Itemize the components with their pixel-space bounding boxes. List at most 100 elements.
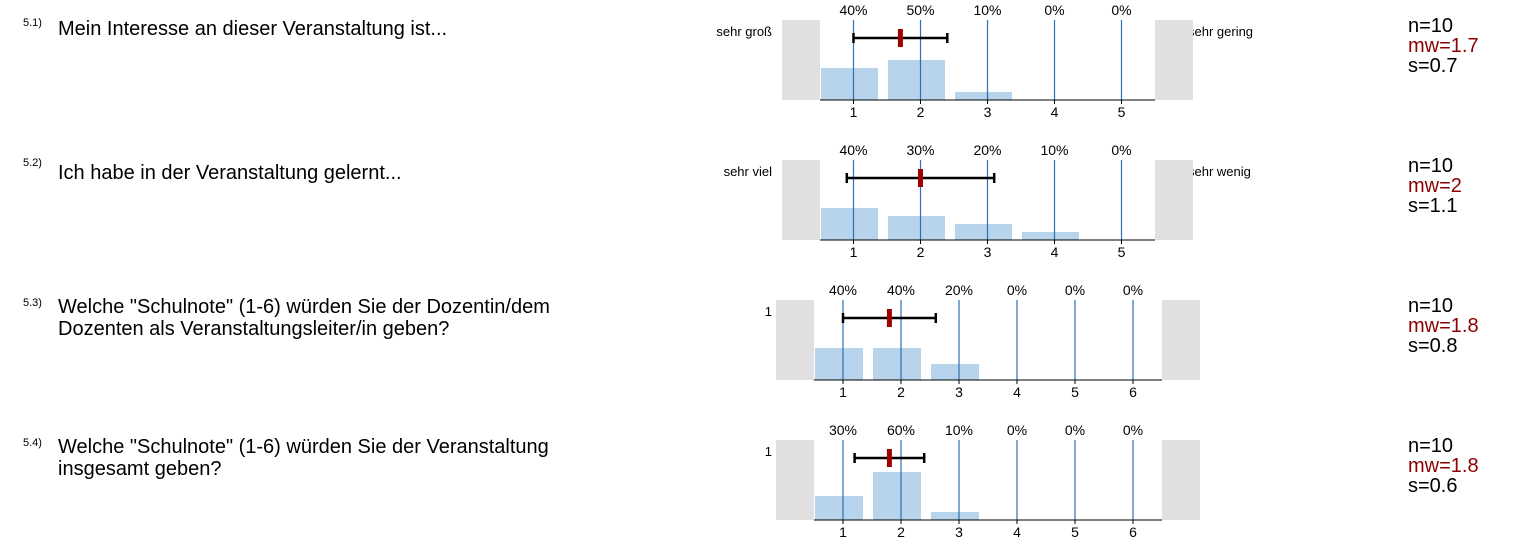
mean-marker [897, 29, 903, 47]
stat-mean: mw=1.8 [1408, 455, 1479, 477]
percent-label: 20% [973, 142, 1001, 158]
bar [821, 68, 878, 100]
right-scale-box [1162, 300, 1200, 380]
x-tick-label: 3 [984, 104, 992, 120]
stats-block: n=10 mw=1.7 s=0.7 [1408, 16, 1479, 76]
question-number: 5.3) [23, 297, 42, 309]
percent-label: 0% [1007, 422, 1027, 438]
percent-label: 0% [1007, 282, 1027, 298]
percent-label: 40% [887, 282, 915, 298]
question-item-5-4: 5.4) Welche "Schulnote" (1-6) würden Sie… [0, 410, 1518, 547]
percent-label: 40% [839, 2, 867, 18]
stat-n: n=10 [1408, 15, 1454, 37]
left-scale-label: sehr viel [723, 164, 772, 179]
x-tick-label: 4 [1013, 384, 1021, 400]
x-tick-label: 4 [1051, 104, 1059, 120]
percent-label: 0% [1111, 142, 1131, 158]
x-tick-label: 3 [955, 384, 963, 400]
percent-label: 10% [973, 2, 1001, 18]
x-tick-label: 5 [1118, 244, 1126, 260]
left-scale-box [782, 20, 820, 100]
bar [1022, 232, 1079, 240]
mean-marker [886, 309, 892, 327]
left-scale-label: 1 [764, 444, 772, 459]
left-scale-box [782, 160, 820, 240]
mean-marker [918, 169, 923, 187]
right-scale-box [1155, 20, 1193, 100]
x-tick-label: 2 [917, 104, 925, 120]
percent-label: 0% [1111, 2, 1131, 18]
rating-chart: 1 40% 2 30% 3 20% 4 10% 5 0% [782, 142, 1193, 260]
percent-label: 0% [1065, 422, 1085, 438]
x-tick-label: 6 [1129, 524, 1137, 540]
bar [815, 348, 863, 380]
stat-sd: s=0.6 [1408, 475, 1458, 497]
x-tick-label: 5 [1071, 384, 1079, 400]
percent-label: 0% [1123, 422, 1143, 438]
bar [873, 348, 921, 380]
question-item-5-1: 5.1) Mein Interesse an dieser Veranstalt… [0, 0, 1518, 135]
percent-label: 50% [906, 2, 934, 18]
bar [931, 512, 979, 520]
right-scale-label: sehr wenig [1188, 164, 1251, 179]
question-item-5-3: 5.3) Welche "Schulnote" (1-6) würden Sie… [0, 280, 1518, 415]
x-tick-label: 5 [1118, 104, 1126, 120]
question-number: 5.4) [23, 437, 42, 449]
bar [873, 472, 921, 520]
bar [821, 208, 878, 240]
x-tick-label: 3 [984, 244, 992, 260]
percent-label: 30% [829, 422, 857, 438]
stats-block: n=10 mw=2 s=1.1 [1408, 156, 1462, 216]
question-text: Mein Interesse an dieser Veranstaltung i… [58, 18, 448, 40]
x-tick-label: 1 [850, 104, 858, 120]
x-tick-label: 5 [1071, 524, 1079, 540]
bar [955, 92, 1012, 100]
stat-n: n=10 [1408, 295, 1454, 317]
mean-marker [886, 449, 892, 467]
left-scale-box [776, 300, 814, 380]
x-tick-label: 1 [850, 244, 858, 260]
rating-chart: 140%250%310%40%50% [782, 2, 1193, 120]
percent-label: 40% [829, 282, 857, 298]
x-tick-label: 1 [839, 384, 847, 400]
left-scale-box [776, 440, 814, 520]
bar [931, 364, 979, 380]
stats-block: n=10 mw=1.8 s=0.6 [1408, 436, 1479, 496]
percent-label: 60% [887, 422, 915, 438]
question-text: Welche "Schulnote" (1-6) würden Sie der … [58, 436, 549, 480]
stat-n: n=10 [1408, 155, 1454, 177]
x-tick-label: 3 [955, 524, 963, 540]
x-tick-label: 2 [897, 524, 905, 540]
stat-mean: mw=1.7 [1408, 35, 1479, 57]
x-tick-label: 2 [897, 384, 905, 400]
stat-n: n=10 [1408, 435, 1454, 457]
percent-label: 30% [906, 142, 934, 158]
right-scale-box [1162, 440, 1200, 520]
percent-label: 10% [945, 422, 973, 438]
bar [888, 216, 945, 240]
stat-sd: s=0.7 [1408, 55, 1458, 77]
question-item-5-2: 5.2) Ich habe in der Veranstaltung geler… [0, 140, 1518, 275]
x-tick-label: 6 [1129, 384, 1137, 400]
question-number: 5.2) [23, 157, 42, 169]
stat-sd: s=1.1 [1408, 195, 1458, 217]
x-tick-label: 4 [1013, 524, 1021, 540]
right-scale-label: sehr gering [1188, 24, 1254, 39]
x-tick-label: 4 [1051, 244, 1059, 260]
stat-mean: mw=2 [1408, 175, 1462, 197]
percent-label: 20% [945, 282, 973, 298]
percent-label: 0% [1065, 282, 1085, 298]
stats-block: n=10 mw=1.8 s=0.8 [1408, 296, 1479, 356]
left-scale-label: sehr groß [716, 24, 772, 39]
percent-label: 40% [839, 142, 867, 158]
percent-label: 0% [1044, 2, 1064, 18]
bar [888, 60, 945, 100]
left-scale-label: 1 [764, 304, 772, 319]
question-number: 5.1) [23, 17, 42, 29]
bar [815, 496, 863, 520]
stat-sd: s=0.8 [1408, 335, 1458, 357]
percent-label: 10% [1040, 142, 1068, 158]
rating-chart: 130%260%310%40%50%60% [776, 422, 1200, 540]
right-scale-box [1155, 160, 1193, 240]
percent-label: 0% [1123, 282, 1143, 298]
